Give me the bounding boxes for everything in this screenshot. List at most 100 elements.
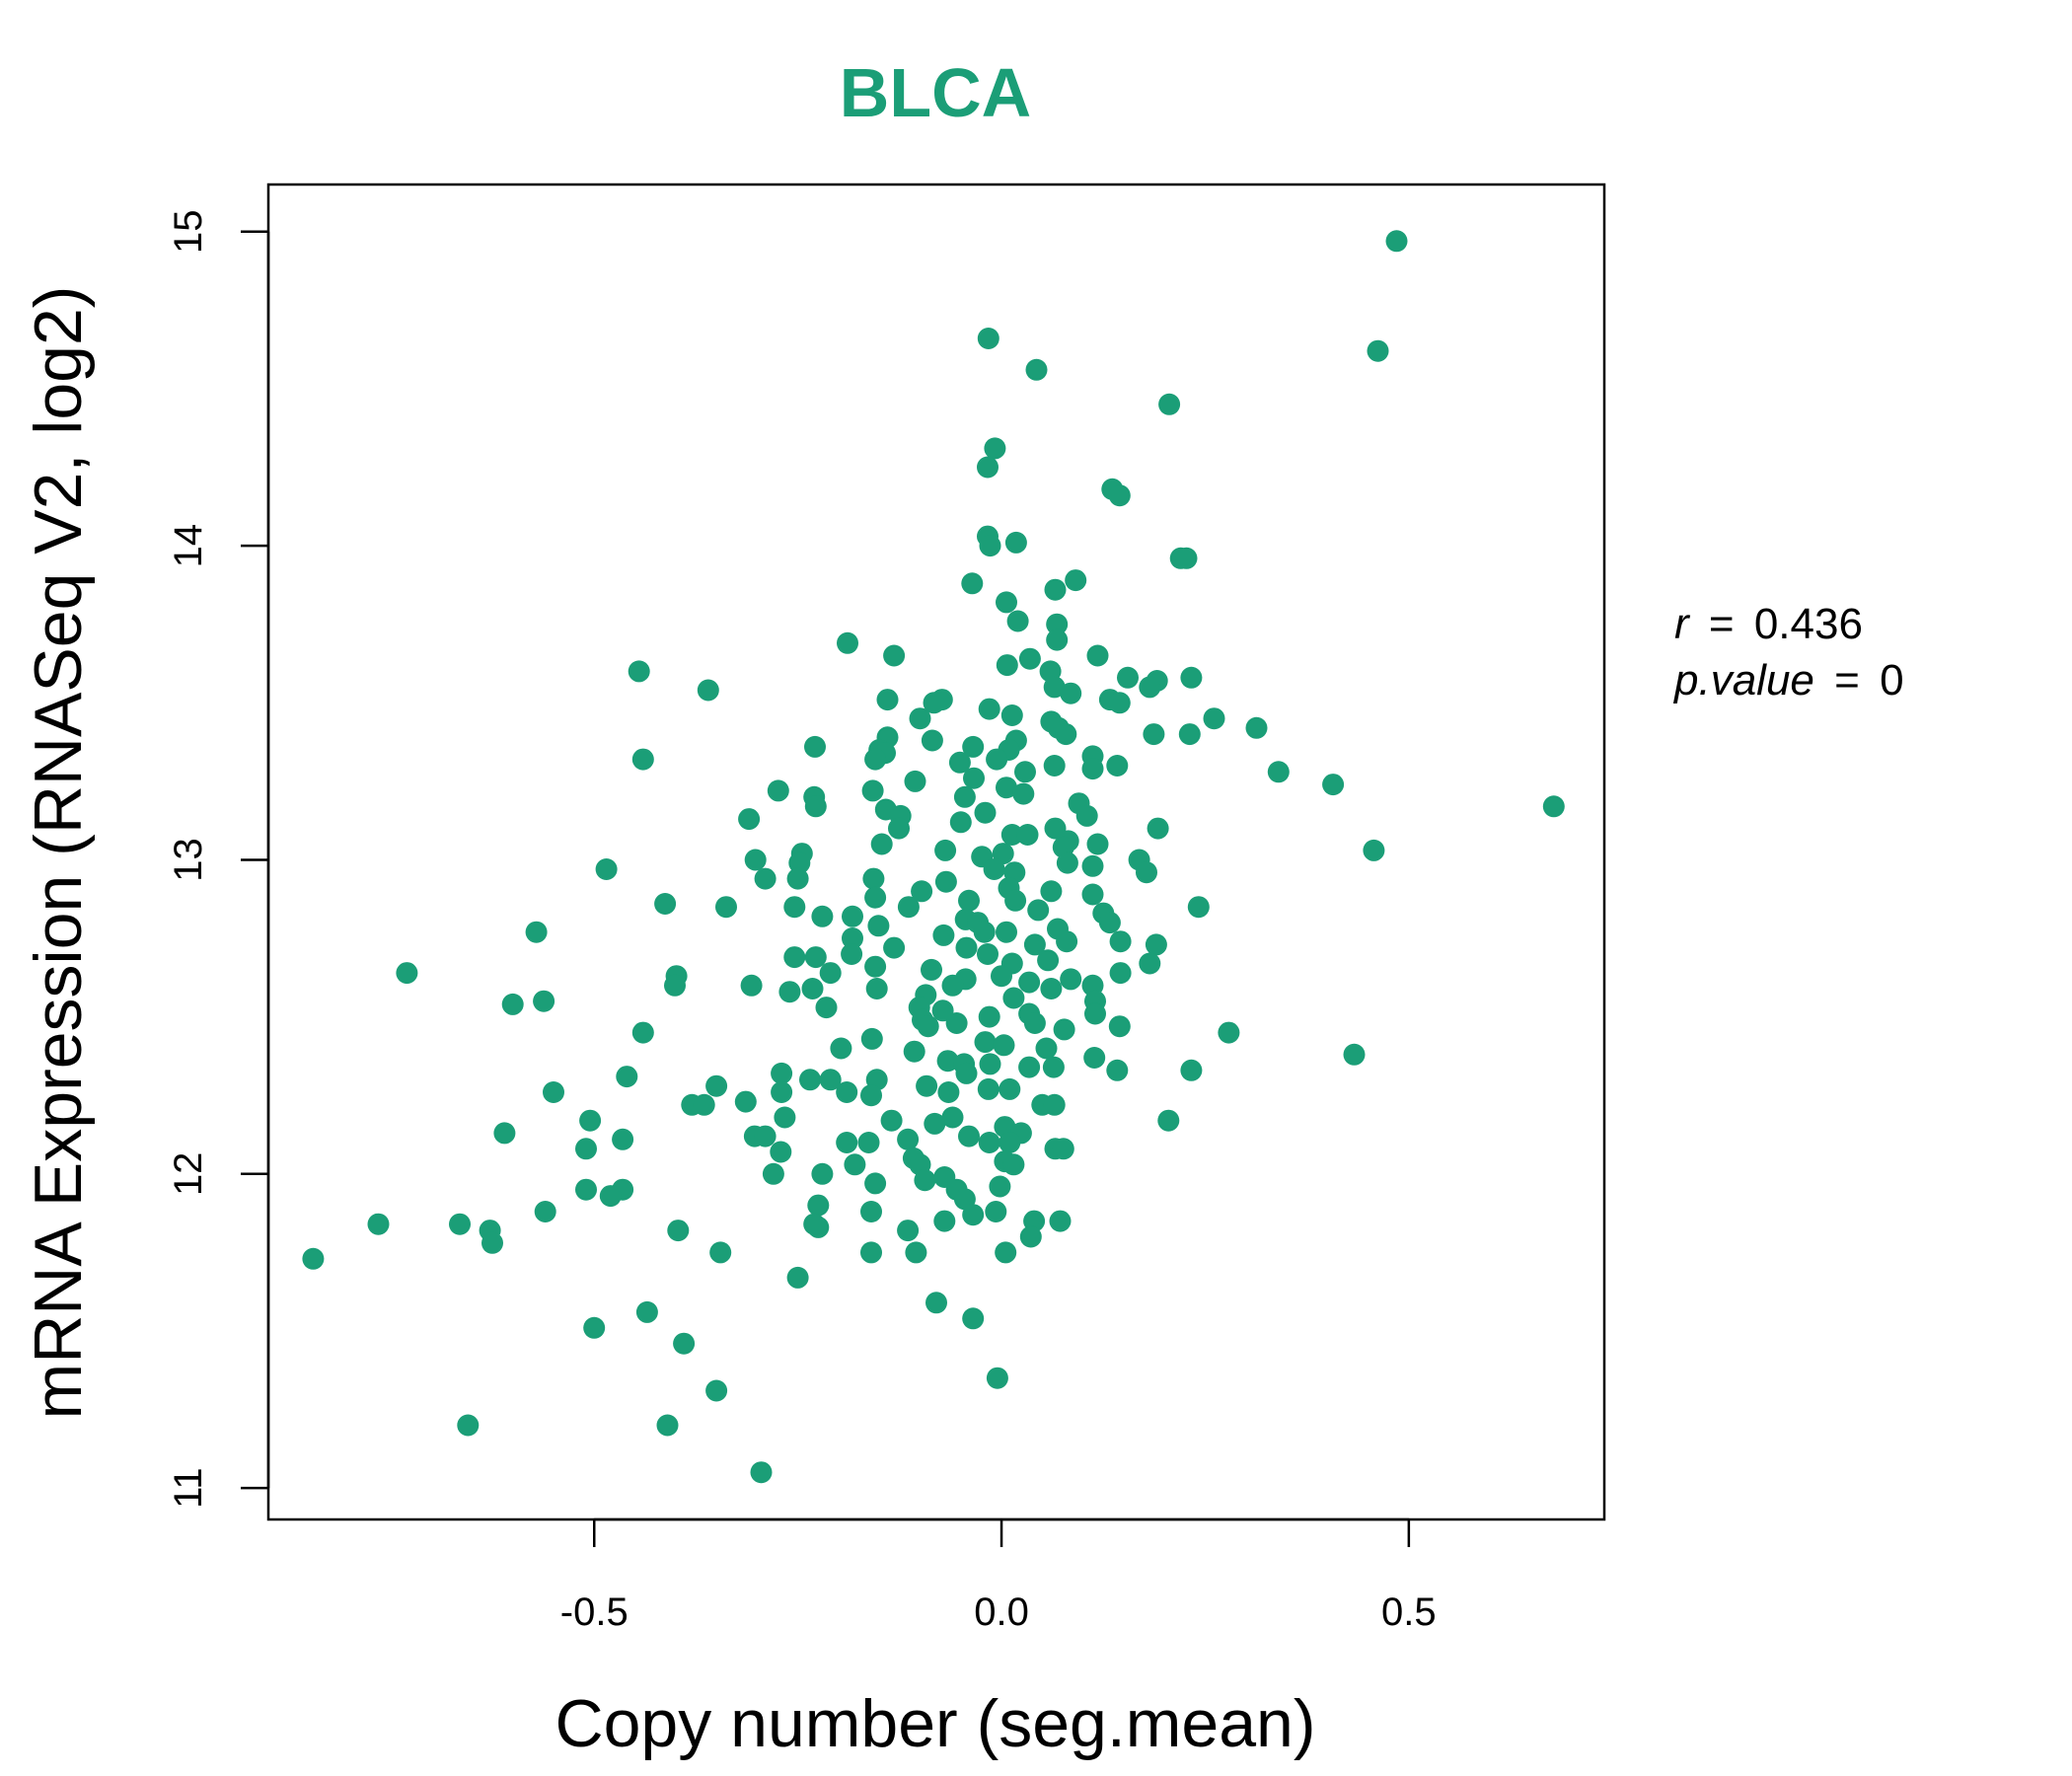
data-point (693, 1093, 715, 1116)
p-value-symbol: p.value (1672, 656, 1814, 704)
data-point (783, 946, 806, 969)
data-point (924, 1112, 946, 1135)
data-point (1055, 723, 1077, 746)
data-point (1267, 761, 1290, 783)
data-point (302, 1247, 325, 1270)
data-point (1086, 833, 1109, 855)
data-point (803, 1213, 826, 1235)
data-point (974, 1031, 997, 1054)
data-point (1035, 1037, 1058, 1060)
x-tick-label: 0.0 (974, 1591, 1029, 1634)
data-point (1018, 1056, 1041, 1078)
data-point (1018, 971, 1041, 994)
data-point (583, 1316, 606, 1339)
data-point (993, 1034, 1015, 1057)
data-point (1157, 1109, 1180, 1132)
y-tick-label: 11 (167, 1467, 210, 1509)
data-point (1040, 880, 1063, 903)
data-point (860, 1027, 883, 1050)
p-equals: = (1834, 656, 1860, 704)
data-point (999, 1077, 1021, 1100)
data-point (989, 1175, 1011, 1198)
p-value: 0 (1880, 656, 1903, 704)
data-point (1000, 824, 1023, 846)
data-point (1180, 1059, 1203, 1081)
data-point (860, 1201, 882, 1222)
data-point (860, 1241, 882, 1264)
data-point (738, 808, 761, 831)
data-point (974, 801, 997, 824)
data-point (1175, 547, 1198, 569)
data-point (880, 1109, 903, 1132)
data-point (543, 1081, 564, 1103)
data-point (953, 785, 976, 808)
data-point (977, 328, 999, 349)
data-point (754, 867, 777, 890)
data-point (992, 843, 1014, 865)
data-point (1143, 723, 1165, 746)
r-value: 0.436 (1754, 600, 1863, 648)
data-point (815, 997, 838, 1019)
data-point (983, 858, 1005, 880)
data-point (1023, 1012, 1046, 1034)
p-value-annotation: p.value = 0 (1672, 656, 1904, 704)
data-point (774, 1106, 796, 1129)
data-point (961, 572, 984, 595)
data-point (1060, 968, 1082, 991)
data-point (595, 858, 618, 880)
data-point (1065, 569, 1087, 592)
data-point (857, 1132, 880, 1153)
data-point (811, 905, 834, 927)
data-point (1019, 1225, 1042, 1248)
data-point (709, 1241, 732, 1264)
data-point (977, 1077, 999, 1100)
data-point (1043, 676, 1066, 699)
data-point (1109, 930, 1132, 953)
data-point (1014, 761, 1036, 783)
data-point (861, 779, 884, 802)
data-point (1000, 704, 1023, 726)
data-point (862, 867, 885, 890)
data-point (673, 1332, 696, 1355)
data-point (984, 437, 1006, 460)
data-point (986, 748, 1008, 771)
data-point (1075, 804, 1098, 827)
data-point (836, 1081, 858, 1103)
data-point (1052, 1138, 1074, 1160)
data-point (883, 936, 906, 959)
data-point (811, 1162, 834, 1185)
data-point (1158, 393, 1181, 415)
data-point (1081, 758, 1104, 780)
data-point (744, 849, 767, 871)
x-tick-label: -0.5 (560, 1591, 629, 1634)
data-point (799, 1069, 821, 1091)
x-axis: -0.5 0.0 0.5 (560, 1517, 1437, 1634)
data-point (836, 1132, 858, 1153)
data-point (991, 965, 1012, 988)
data-point (1043, 755, 1066, 777)
data-point (978, 1132, 1000, 1153)
data-point (897, 896, 920, 919)
data-point (1023, 933, 1046, 956)
data-point (1042, 1056, 1065, 1078)
data-point (864, 955, 887, 978)
data-points (302, 230, 1565, 1484)
data-point (1136, 861, 1157, 884)
data-point (962, 1307, 985, 1330)
data-point (897, 1220, 920, 1242)
data-point (1037, 949, 1060, 972)
data-point (921, 958, 942, 981)
data-point (897, 1128, 920, 1150)
data-point (1106, 755, 1129, 777)
data-point (1245, 716, 1268, 739)
data-point (715, 896, 737, 919)
data-point (1053, 1018, 1075, 1041)
data-point (958, 1125, 980, 1147)
data-point (1083, 1047, 1106, 1069)
data-point (962, 735, 985, 758)
data-point (1343, 1043, 1366, 1066)
data-point (1145, 933, 1167, 956)
data-point (941, 974, 964, 997)
data-point (1385, 230, 1408, 253)
